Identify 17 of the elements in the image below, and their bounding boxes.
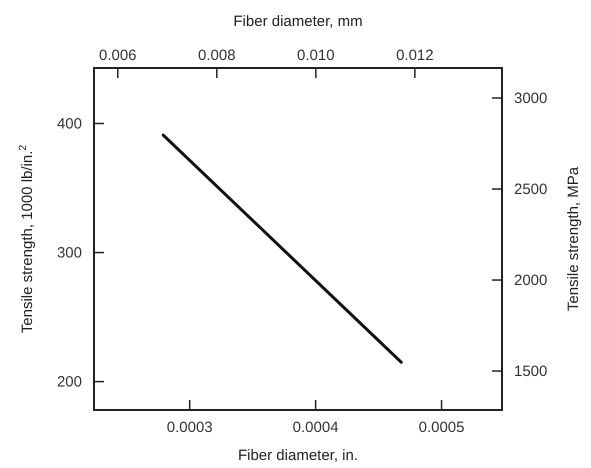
y-tick-label: 200 (56, 374, 82, 391)
y-tick-label: 300 (56, 244, 82, 262)
x2-tick-label: 0.006 (98, 47, 137, 64)
x2-tick-label: 0.008 (198, 47, 236, 64)
x2-tick-label: 0.012 (396, 47, 434, 64)
x-tick-label: 0.0004 (292, 419, 339, 436)
x2-axis-title: Fiber diameter, mm (233, 13, 363, 30)
x-axis-title: Fiber diameter, in. (238, 447, 358, 464)
y-tick-label: 400 (56, 115, 82, 132)
y2-axis-title: Tensile strength, MPa (565, 166, 582, 312)
y2-tick-label: 2500 (514, 181, 548, 198)
y2-tick-label: 2000 (514, 272, 548, 290)
x-tick-label: 0.0005 (418, 419, 464, 436)
y2-tick-label: 1500 (514, 363, 548, 380)
y2-tick-label: 3000 (514, 90, 548, 108)
x-tick-label: 0.0003 (166, 419, 213, 436)
x2-tick-label: 0.010 (297, 47, 335, 64)
